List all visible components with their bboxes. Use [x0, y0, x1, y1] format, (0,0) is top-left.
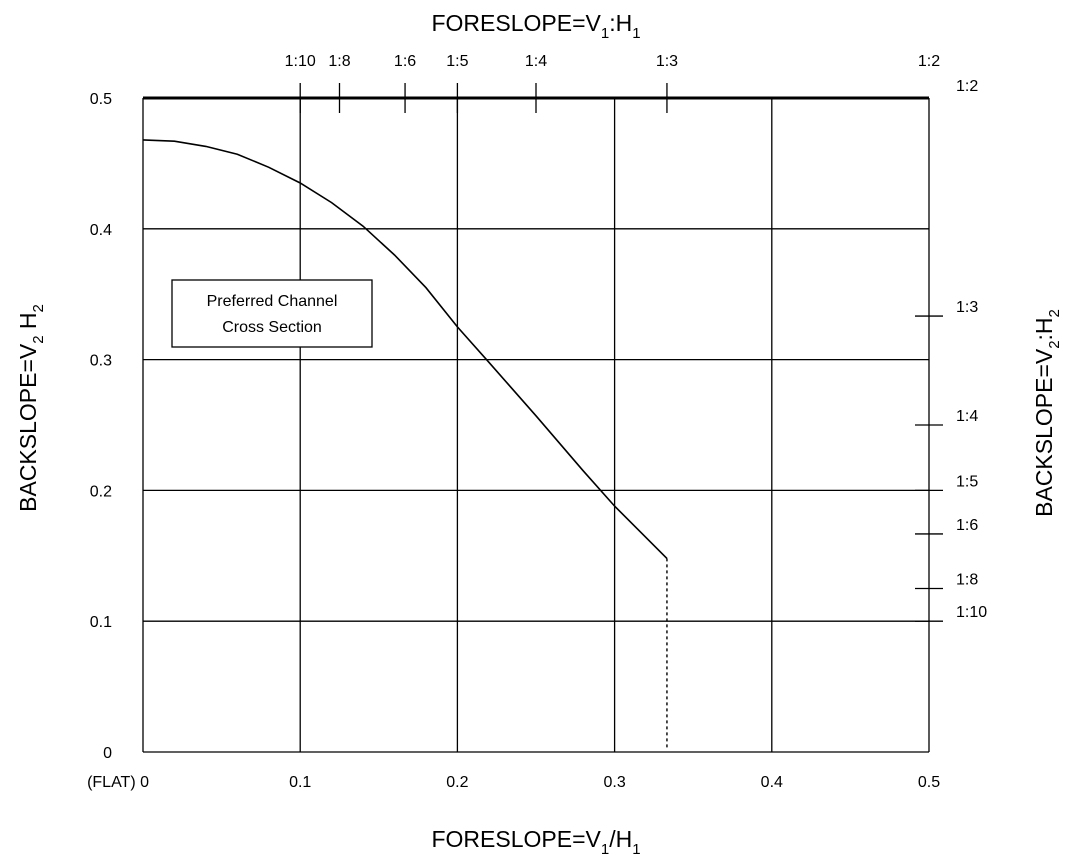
- annotation-line-1: Preferred Channel: [207, 293, 338, 310]
- right-tick-label: 1:5: [956, 473, 978, 490]
- x-tick-label: 0.1: [289, 774, 311, 791]
- x-tick-label: 0.3: [603, 774, 625, 791]
- y-tick-label: 0.5: [90, 91, 112, 108]
- x-tick-label: 0.4: [761, 774, 783, 791]
- top-tick-label: 1:10: [285, 53, 316, 70]
- y-tick-label: 0.3: [90, 353, 112, 370]
- bottom-axis-title: FORESLOPE=V1/H1: [431, 826, 640, 858]
- y-tick-label: 0: [103, 745, 112, 762]
- top-tick-label: 1:4: [525, 53, 547, 70]
- right-tick-label: 1:4: [956, 408, 978, 425]
- top-tick-label: 1:2: [918, 53, 940, 70]
- right-tick-label: 1:2: [956, 78, 978, 95]
- grid-lines: [143, 98, 929, 752]
- annotation-frame: [171, 279, 373, 348]
- x-tick-label: 0.2: [446, 774, 468, 791]
- annotation-line-2: Cross Section: [222, 319, 322, 336]
- axis-ticks: (FLAT) 0 0.1 0.2 0.3 0.4 0.5 0 0.1 0.2 0.3 0.4 0.5 1…: [87, 53, 987, 791]
- right-tick-label: 1:3: [956, 299, 978, 316]
- y-tick-label: 0.2: [90, 483, 112, 500]
- top-tick-label: 1:8: [328, 53, 350, 70]
- left-axis-title: BACKSLOPE=V2 H2: [15, 304, 47, 512]
- series-layer: [142, 139, 668, 748]
- right-tick-label: 1:10: [956, 604, 987, 621]
- y-tick-label: 0.1: [90, 614, 112, 631]
- preferred-boundary-curve: [142, 139, 668, 559]
- right-axis-title: BACKSLOPE=V2:H2: [1031, 309, 1063, 517]
- top-tick-label: 1:5: [446, 53, 468, 70]
- right-tick-label: 1:6: [956, 517, 978, 534]
- top-axis-title: FORESLOPE=V1:H1: [431, 10, 640, 42]
- right-tick-label: 1:8: [956, 572, 978, 589]
- annotation-box: Preferred Channel Cross Section: [171, 279, 373, 348]
- y-tick-label: 0.4: [90, 222, 112, 239]
- top-tick-label: 1:3: [656, 53, 678, 70]
- plot-frame: [142, 96, 930, 753]
- x-tick-label: (FLAT) 0: [87, 774, 149, 791]
- x-tick-label: 0.5: [918, 774, 940, 791]
- top-tick-label: 1:6: [394, 53, 416, 70]
